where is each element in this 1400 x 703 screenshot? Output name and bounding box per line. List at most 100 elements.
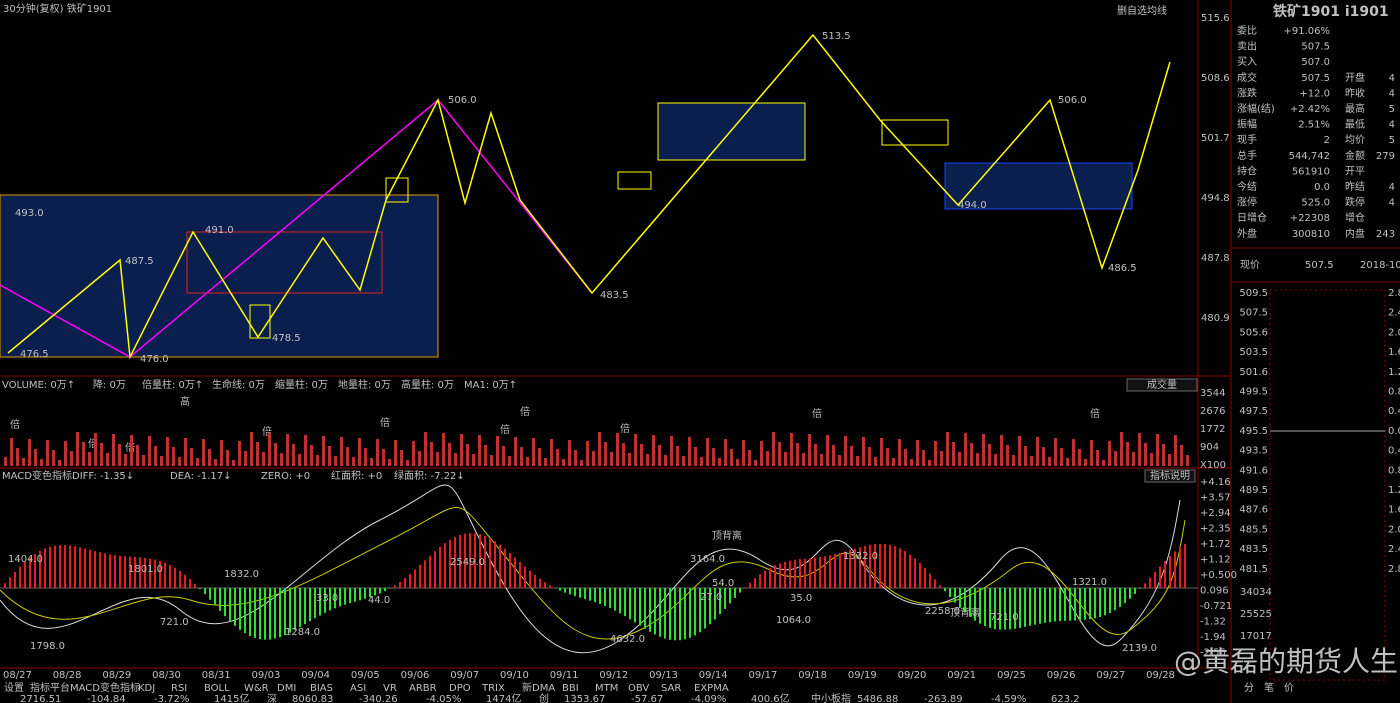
macd-bar-decor xyxy=(484,535,486,588)
y-tick-label: +4.16 xyxy=(1200,477,1231,488)
tab[interactable]: 设置 xyxy=(4,682,24,694)
status-value: -263.89 xyxy=(924,694,963,703)
volume-bar-decor xyxy=(994,454,997,466)
macd-bar-decor xyxy=(544,582,546,588)
macd-bar-decor xyxy=(1074,588,1076,621)
volume-bar-decor xyxy=(976,453,979,466)
volume-bar-decor xyxy=(160,456,163,466)
volume-bar-decor xyxy=(1090,440,1093,466)
volume-bar-decor xyxy=(898,439,901,466)
volume-bar-decor xyxy=(1114,451,1117,466)
quote-label: 成交 xyxy=(1237,71,1257,84)
volume-bar-decor xyxy=(232,460,235,466)
tab[interactable]: OBV xyxy=(628,683,649,694)
quote-value: 4 xyxy=(1389,198,1395,209)
y-tick-label: +2.94 xyxy=(1200,508,1231,519)
y-tick-label: 34034 xyxy=(1240,587,1272,598)
tab[interactable]: KDJ xyxy=(138,683,155,694)
tab[interactable]: MTM xyxy=(595,683,618,694)
y-tick-label: +1.12 xyxy=(1200,555,1231,566)
quote-value: 507.5 xyxy=(1301,42,1330,53)
y-tick-label: 0.096 xyxy=(1200,586,1229,597)
y-tick-label: 515.6 xyxy=(1201,13,1230,24)
macd-bar-decor xyxy=(559,588,561,591)
tab[interactable]: ARBR xyxy=(409,683,437,694)
tab[interactable]: DPO xyxy=(449,683,471,694)
volume-bar-decor xyxy=(814,444,817,466)
macd-bar-decor xyxy=(1064,588,1066,621)
tab[interactable]: ASI xyxy=(350,683,366,694)
quote-label: 买入 xyxy=(1237,56,1257,68)
volume-bar-decor xyxy=(142,455,145,466)
tab[interactable]: VR xyxy=(383,683,397,694)
macd-bar-decor xyxy=(819,556,821,588)
tab[interactable]: BOLL xyxy=(204,683,230,694)
macd-bar-decor xyxy=(214,588,216,606)
macd-bar-decor xyxy=(494,541,496,588)
volume-mark: 倍 xyxy=(380,416,390,429)
dropdown[interactable]: 成交量 xyxy=(1147,378,1177,391)
tab[interactable]: DMI xyxy=(277,683,296,694)
macd-bar-decor xyxy=(1139,588,1141,589)
volume-bar-decor xyxy=(754,460,757,466)
volume-bar-decor xyxy=(1102,460,1105,466)
y-tick-label: 1.6 xyxy=(1388,347,1400,358)
volume-bar-decor xyxy=(826,435,829,466)
quote-label: 今结 xyxy=(1237,180,1257,193)
price: 507.5 xyxy=(1305,260,1334,271)
tab[interactable]: 价 xyxy=(1284,682,1294,694)
volume-bar-decor xyxy=(112,434,115,466)
volume-bar-decor xyxy=(184,438,187,466)
macd-bar-decor xyxy=(34,553,36,588)
volume-bar-decor xyxy=(268,433,271,466)
y-tick-label: 497.5 xyxy=(1239,406,1268,417)
quote-value: 2.51% xyxy=(1298,120,1330,131)
macd-bar-decor xyxy=(539,578,541,588)
tab[interactable]: BBI xyxy=(562,683,579,694)
tab[interactable]: RSI xyxy=(171,683,187,694)
macd-bar-decor xyxy=(419,564,421,588)
macd-bar-decor xyxy=(379,588,381,594)
macd-bar-decor xyxy=(254,588,256,638)
macd-bar-decor xyxy=(414,569,416,588)
volume-bar-decor xyxy=(178,457,181,466)
tab[interactable]: 分 xyxy=(1244,682,1254,694)
button[interactable]: 指标说明 xyxy=(1150,469,1190,482)
macd-bar-decor xyxy=(244,588,246,634)
volume-bar-decor xyxy=(376,439,379,466)
macd-bar-decor xyxy=(339,588,341,607)
macd-label: 1321.0 xyxy=(1072,577,1107,588)
macd-bar-decor xyxy=(874,544,876,588)
macd-label: 721.0 xyxy=(160,617,189,628)
volume-bar-decor xyxy=(124,454,127,466)
tab[interactable]: MACD变色指标 xyxy=(70,681,140,694)
macd-bar-decor xyxy=(984,588,986,627)
quote-value: 300810 xyxy=(1292,229,1330,240)
tab[interactable]: TRIX xyxy=(481,683,505,694)
tab[interactable]: 笔 xyxy=(1264,681,1274,694)
macd-bar-decor xyxy=(209,588,211,600)
macd-bar-decor xyxy=(814,557,816,588)
volume-bar-decor xyxy=(478,435,481,466)
quote-label: 现手 xyxy=(1237,133,1257,146)
tab[interactable]: SAR xyxy=(661,683,681,694)
volume-bar-decor xyxy=(1066,458,1069,466)
volume-bar-decor xyxy=(922,450,925,466)
status-value: 1415亿 xyxy=(214,692,249,703)
tab[interactable]: BIAS xyxy=(310,683,333,694)
volume-bar-decor xyxy=(604,442,607,466)
button[interactable]: 删自选 xyxy=(1117,4,1147,17)
macd-bar-decor xyxy=(579,588,581,598)
macd-bar-decor xyxy=(524,566,526,588)
volume-mark: 倍 xyxy=(88,437,98,450)
tab[interactable]: W&R xyxy=(244,683,269,694)
tab[interactable]: 指标平台 xyxy=(30,681,70,694)
volume-bar-decor xyxy=(718,458,721,466)
volume-bar-decor xyxy=(16,448,19,466)
tab[interactable]: 新DMA xyxy=(522,681,555,694)
button[interactable]: 均线 xyxy=(1147,4,1167,17)
tab[interactable]: EXPMA xyxy=(694,683,729,694)
y-tick-label: 505.6 xyxy=(1239,327,1268,338)
volume-bar-decor xyxy=(28,439,31,466)
